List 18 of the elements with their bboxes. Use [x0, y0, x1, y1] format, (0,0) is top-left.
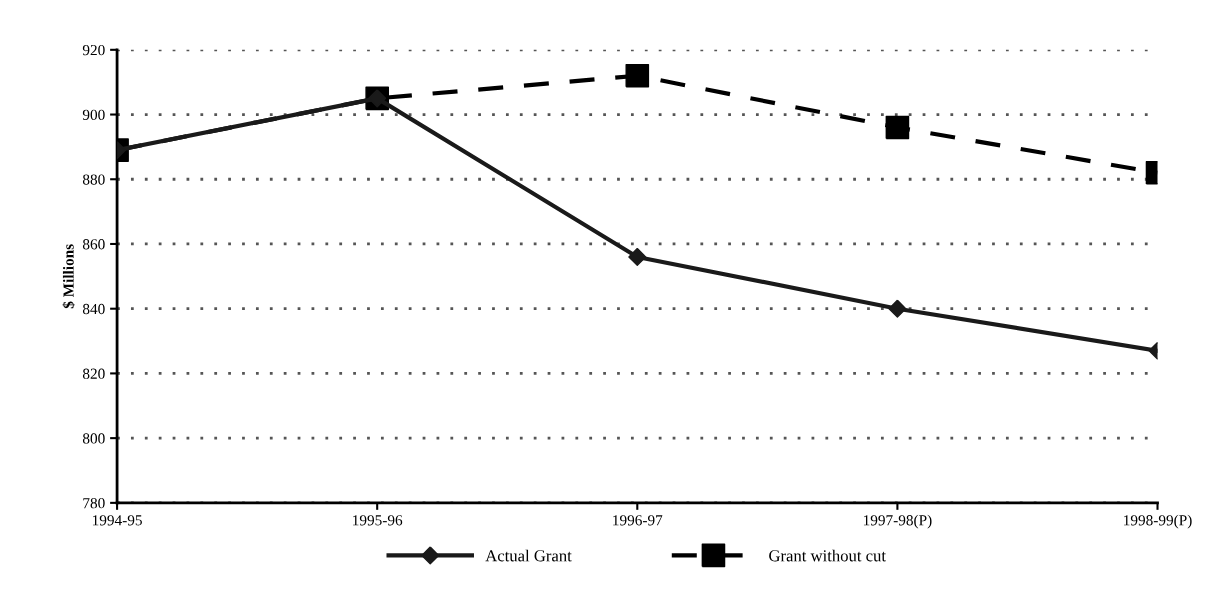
x-tick-label: 1996-97	[613, 515, 663, 526]
y-tick-label: 840	[82, 303, 105, 315]
y-tick-label: 880	[82, 174, 105, 185]
legend-label: Grant without cut	[769, 549, 886, 562]
y-axis-title: $ Millions	[62, 244, 75, 309]
y-tick-label: 900	[82, 109, 105, 120]
y-tick-label: 820	[82, 368, 105, 379]
y-tick-label: 860	[82, 239, 105, 250]
x-tick-label: 1995-96	[353, 515, 403, 526]
x-tick-label: 1994-95	[92, 515, 142, 526]
y-tick-label: 780	[83, 498, 105, 509]
point	[625, 63, 650, 88]
x-tick-label: 1997-98(P)	[863, 514, 932, 529]
y-tick-label: 800	[82, 433, 105, 444]
y-tick-label: 920	[82, 44, 105, 56]
legend-label: Actual Grant	[485, 549, 572, 562]
point	[628, 247, 647, 266]
x-tick-label: 1998-99(P)	[1124, 514, 1192, 529]
